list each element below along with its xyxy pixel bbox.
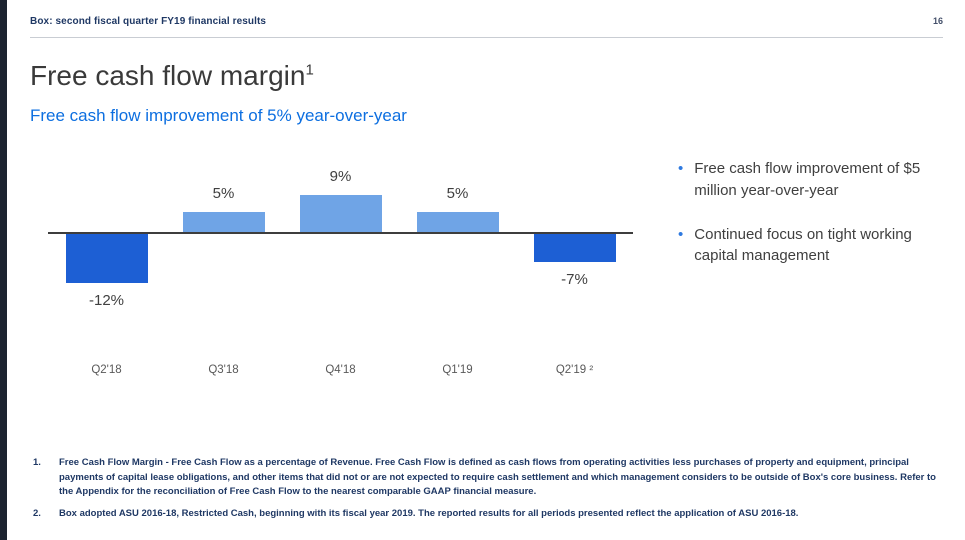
x-axis-category-label: Q2'19 ² xyxy=(555,364,594,376)
bullet-dot-icon: • xyxy=(678,160,684,177)
bullet-item: • Free cash flow improvement of $5 millio… xyxy=(678,158,958,202)
footnote-text: Free Cash Flow Margin - Free Cash Flow a… xyxy=(59,457,936,498)
footnote-item: 2. Box adopted ASU 2016-18, Restricted Ca… xyxy=(33,507,951,522)
footnote-list: 1. Free Cash Flow Margin - Free Cash Flow… xyxy=(33,456,951,529)
x-axis-category-label: Q3'18 xyxy=(208,364,239,376)
page-title: Free cash flow margin1 xyxy=(30,60,314,92)
page-title-superscript: 1 xyxy=(305,61,314,79)
bullet-dot-icon: • xyxy=(678,225,684,243)
x-axis-category-label: Q2'18 xyxy=(91,364,122,376)
breadcrumb: Box: second fiscal quarter FY19 financia… xyxy=(30,16,267,27)
bar-value-label: 9% xyxy=(329,168,352,186)
bullet-text: Free cash flow improvement of $5 million… xyxy=(694,160,921,199)
bullet-list: • Free cash flow improvement of $5 millio… xyxy=(678,158,958,289)
bullet-text: Continued focus on tight working capital… xyxy=(694,225,912,265)
footnote-number: 2. xyxy=(33,508,41,520)
slide-edge-accent xyxy=(0,0,7,540)
free-cash-flow-bar-chart: -12% Q2'18 5% Q3'18 9% Q4'18 5% Q1'19 -7% Q2'19 ² xyxy=(48,148,633,398)
page-title-text: Free cash flow margin xyxy=(30,60,306,91)
bar-value-label: -7% xyxy=(561,271,588,289)
chart-bar xyxy=(416,212,499,233)
chart-bar xyxy=(299,195,382,233)
chart-bar xyxy=(65,233,148,284)
bar-value-label: 5% xyxy=(446,185,469,202)
bar-value-label: 5% xyxy=(212,185,235,202)
chart-bar xyxy=(533,233,616,263)
bar-chart-plot: -12% Q2'18 5% Q3'18 9% Q4'18 5% Q1'19 -7% Q2'19 ² xyxy=(48,148,633,398)
bullet-item: • Continued focus on tight working capita… xyxy=(678,224,958,268)
slide-header: Box: second fiscal quarter FY19 financia… xyxy=(30,16,943,38)
footnote-text: Box adopted ASU 2016-18, Restricted Cash… xyxy=(59,508,799,520)
chart-bar xyxy=(182,212,265,233)
x-axis-line xyxy=(48,232,633,234)
footnote-item: 1. Free Cash Flow Margin - Free Cash Flow… xyxy=(33,456,951,500)
x-axis-category-label: Q1'19 xyxy=(442,364,473,376)
bar-value-label: -12% xyxy=(88,292,125,310)
slide-subtitle: Free cash flow improvement of 5% year-ov… xyxy=(30,106,407,125)
x-axis-category-label: Q4'18 xyxy=(325,364,356,376)
page-number: 16 xyxy=(932,16,943,26)
footnote-number: 1. xyxy=(33,457,41,468)
